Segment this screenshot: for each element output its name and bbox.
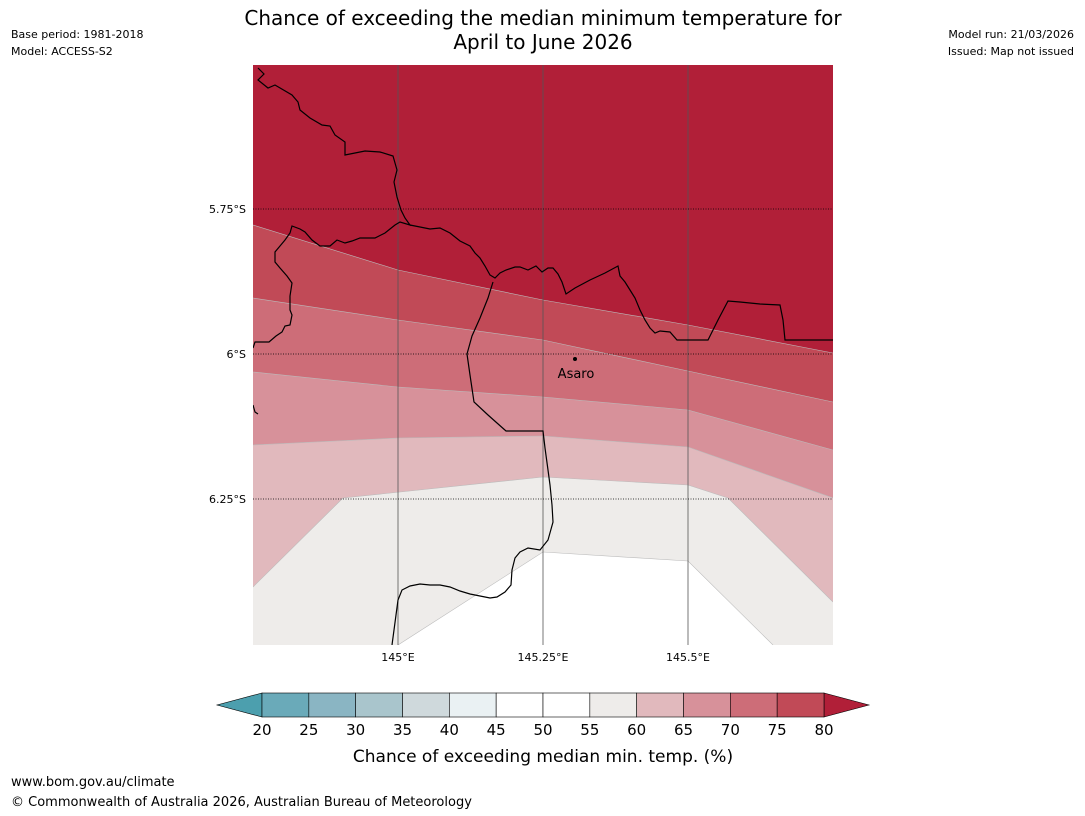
colorbar-bin-25-30 bbox=[308, 692, 356, 718]
colorbar-tick-50: 50 bbox=[533, 721, 552, 739]
colorbar-tick-70: 70 bbox=[721, 721, 740, 739]
base-period: Base period: 1981-2018 bbox=[11, 28, 144, 41]
colorbar-bin-45-50 bbox=[495, 692, 544, 718]
lon-label-145e: 145°E bbox=[381, 651, 414, 664]
colorbar-tick-45: 45 bbox=[487, 721, 506, 739]
colorbar-bin-50-55 bbox=[542, 692, 591, 718]
colorbar-tick-60: 60 bbox=[627, 721, 646, 739]
colorbar-bin-65-70 bbox=[683, 692, 731, 718]
place-label-asaro: Asaro bbox=[558, 367, 595, 382]
longitude-gridlines bbox=[397, 65, 689, 645]
colorbar-bin-40-45 bbox=[449, 692, 497, 718]
colorbar-bin-20-25 bbox=[261, 692, 310, 718]
lon-label-145-5e: 145.5°E bbox=[666, 651, 710, 664]
title-line-1: Chance of exceeding the median minimum t… bbox=[244, 6, 842, 30]
colorbar-tick-35: 35 bbox=[393, 721, 412, 739]
colorbar-tick-65: 65 bbox=[674, 721, 693, 739]
colorbar: 20 25 30 35 40 45 50 55 60 65 70 75 80 bbox=[215, 692, 871, 739]
map-title: Chance of exceeding the median minimum t… bbox=[200, 6, 886, 54]
colorbar-extend-low bbox=[215, 692, 263, 718]
map-metadata-right: Model run: 21/03/2026 Issued: Map not is… bbox=[948, 26, 1074, 60]
map-area bbox=[253, 65, 833, 645]
lon-label-145-25e: 145.25°E bbox=[518, 651, 569, 664]
longitude-labels: 145°E 145.25°E 145.5°E bbox=[381, 651, 710, 664]
forecast-map: Asaro 5.75°S 6°S 6.25°S 145°E 145.25°E 1… bbox=[209, 65, 871, 767]
lat-label-6s: 6°S bbox=[227, 348, 246, 361]
colorbar-extend-high bbox=[823, 692, 871, 718]
lat-label-6-25s: 6.25°S bbox=[209, 493, 246, 506]
model-run: Model run: 21/03/2026 bbox=[948, 28, 1074, 41]
colorbar-tick-20: 20 bbox=[252, 721, 271, 739]
latitude-gridlines bbox=[253, 208, 833, 500]
colorbar-tick-55: 55 bbox=[580, 721, 599, 739]
colorbar-bin-70-75 bbox=[730, 692, 778, 718]
model-name: Model: ACCESS-S2 bbox=[11, 45, 113, 58]
issued-status: Issued: Map not issued bbox=[947, 45, 1074, 58]
colorbar-bin-30-35 bbox=[355, 692, 403, 718]
colorbar-tick-40: 40 bbox=[440, 721, 459, 739]
colorbar-label: Chance of exceeding median min. temp. (%… bbox=[353, 747, 733, 767]
latitude-labels: 5.75°S 6°S 6.25°S bbox=[209, 203, 246, 506]
colorbar-tick-75: 75 bbox=[768, 721, 787, 739]
colorbar-bin-35-40 bbox=[402, 692, 450, 718]
colorbar-bin-60-65 bbox=[636, 692, 684, 718]
band-50-55 bbox=[398, 552, 773, 645]
colorbar-tick-80: 80 bbox=[814, 721, 833, 739]
copyright-notice: © Commonwealth of Australia 2026, Austra… bbox=[11, 795, 472, 810]
asaro-marker bbox=[573, 357, 577, 361]
map-metadata-left: Base period: 1981-2018 Model: ACCESS-S2 bbox=[11, 26, 143, 60]
colorbar-bin-55-60 bbox=[589, 692, 637, 718]
province-boundaries bbox=[253, 67, 833, 645]
colorbar-tick-25: 25 bbox=[299, 721, 318, 739]
source-url: www.bom.gov.au/climate bbox=[11, 775, 175, 790]
colorbar-tick-30: 30 bbox=[346, 721, 365, 739]
colorbar-bin-75-80 bbox=[776, 692, 825, 718]
lat-label-5-75s: 5.75°S bbox=[209, 203, 246, 216]
title-line-2: April to June 2026 bbox=[453, 30, 633, 54]
